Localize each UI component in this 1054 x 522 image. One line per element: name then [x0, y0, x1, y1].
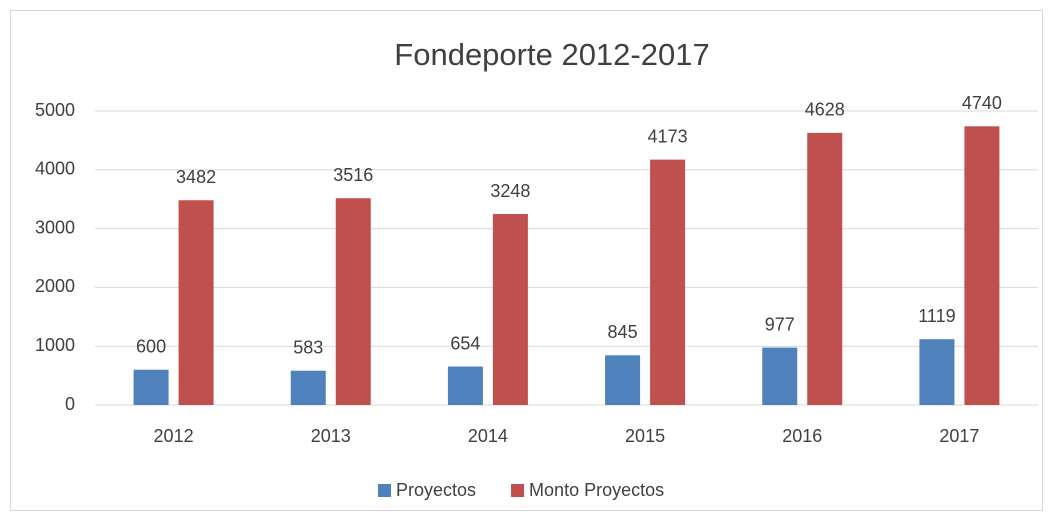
x-tick-label: 2015 [625, 426, 665, 446]
y-tick-label: 5000 [35, 100, 75, 120]
bar [919, 339, 955, 405]
bar [290, 370, 326, 405]
data-label: 3482 [176, 167, 216, 187]
bar [650, 159, 686, 405]
data-label: 654 [450, 333, 480, 353]
data-label: 3248 [490, 181, 530, 201]
data-label: 4628 [805, 100, 845, 120]
y-tick-label: 3000 [35, 217, 75, 237]
data-label: 4173 [648, 126, 688, 146]
y-tick-label: 1000 [35, 335, 75, 355]
bar [492, 214, 528, 405]
x-tick-label: 2016 [782, 426, 822, 446]
data-label: 583 [293, 337, 323, 357]
data-label: 1119 [918, 306, 955, 326]
data-label: 4740 [962, 93, 1002, 113]
bar [335, 198, 371, 405]
bar [807, 132, 843, 405]
y-tick-label: 4000 [35, 159, 75, 179]
x-tick-label: 2012 [154, 426, 194, 446]
data-label: 3516 [333, 165, 373, 185]
y-tick-label: 0 [65, 394, 75, 414]
x-tick-label: 2014 [468, 426, 508, 446]
bar [178, 200, 214, 405]
bar [133, 369, 169, 405]
bar [605, 355, 641, 405]
bar [762, 347, 798, 405]
bar [964, 126, 1000, 406]
chart-title: Fondeporte 2012-2017 [394, 37, 709, 72]
data-label: 977 [765, 314, 795, 334]
y-tick-label: 2000 [35, 276, 75, 296]
x-tick-label: 2013 [311, 426, 351, 446]
legend-label: Proyectos [396, 480, 476, 500]
data-label: 845 [608, 322, 638, 342]
x-tick-label: 2017 [939, 426, 979, 446]
legend-label: Monto Proyectos [529, 480, 664, 500]
data-label: 600 [136, 336, 166, 356]
legend-swatch [511, 484, 525, 497]
bar [447, 366, 483, 405]
legend-swatch [378, 484, 391, 497]
